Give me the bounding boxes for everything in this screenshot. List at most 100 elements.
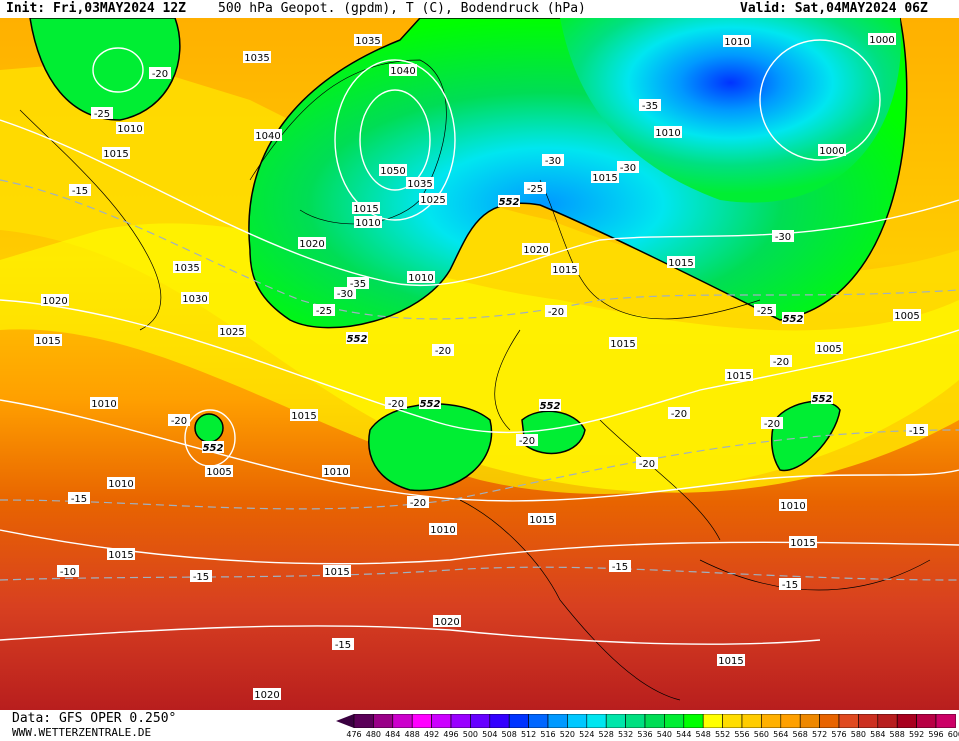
legend-tick-label: 548 [695, 730, 711, 739]
temperature-label: -25 [754, 304, 776, 317]
isobar-label: 1010 [107, 477, 135, 490]
isobars [0, 39, 959, 645]
valid-time: Valid: Sat,04MAY2024 06Z [740, 1, 928, 16]
svg-text:-20: -20 [671, 409, 687, 420]
legend-swatch [780, 714, 801, 728]
legend-swatch [411, 714, 432, 728]
isobar-label: 1015 [102, 147, 130, 160]
legend-swatch [605, 714, 626, 728]
init-time: Init: Fri,03MAY2024 12Z [6, 1, 187, 16]
legend-tick-label: 564 [773, 730, 789, 739]
isobar-label: 1025 [218, 325, 246, 338]
svg-text:1010: 1010 [117, 124, 142, 135]
geopotential-label: 552 [782, 312, 804, 325]
legend-swatch [741, 714, 762, 728]
svg-text:-20: -20 [639, 459, 655, 470]
svg-text:1010: 1010 [780, 501, 805, 512]
temperature-label: -20 [432, 344, 454, 357]
svg-text:-15: -15 [71, 494, 87, 505]
svg-text:1035: 1035 [355, 36, 380, 47]
geopotential-label: 552 [202, 441, 224, 454]
svg-text:-20: -20 [519, 436, 535, 447]
legend-swatch [799, 714, 820, 728]
svg-text:552: 552 [783, 314, 804, 325]
legend-arrow-left [336, 714, 354, 728]
legend-tick-label: 504 [482, 730, 498, 739]
svg-text:1015: 1015 [610, 339, 635, 350]
isobar-label: 1015 [528, 513, 556, 526]
legend-tick-label: 496 [443, 730, 459, 739]
svg-text:-30: -30 [337, 289, 353, 300]
isobar-label: 1050 [379, 164, 407, 177]
svg-text:1010: 1010 [724, 37, 749, 48]
isobar-label: 1035 [243, 51, 271, 64]
isobar-label: 1015 [789, 536, 817, 549]
svg-text:-20: -20 [773, 357, 789, 368]
isobar-label: 1015 [667, 256, 695, 269]
legend-tick-label: 572 [811, 730, 828, 739]
svg-text:1050: 1050 [380, 166, 405, 177]
svg-text:1015: 1015 [592, 173, 617, 184]
isobar-label: 1020 [522, 243, 550, 256]
legend-swatch [392, 714, 413, 728]
legend-swatch [625, 714, 646, 728]
svg-text:1015: 1015 [108, 550, 133, 561]
svg-text:1010: 1010 [355, 218, 380, 229]
svg-text:-35: -35 [350, 279, 366, 290]
isobar-label: 1010 [429, 523, 457, 536]
legend-tick-label: 508 [501, 730, 517, 739]
legend-tick-label: 552 [714, 730, 731, 739]
svg-text:1015: 1015 [324, 567, 349, 578]
svg-text:1000: 1000 [819, 146, 844, 157]
legend-swatch [450, 714, 471, 728]
isobar-label: 1005 [815, 342, 843, 355]
isobar-label: 1035 [354, 34, 382, 47]
geopotential-label: 552 [346, 332, 368, 345]
isobar-label: 1005 [893, 309, 921, 322]
svg-text:-10: -10 [60, 567, 76, 578]
temperature-label: -20 [407, 496, 429, 509]
legend-swatch [858, 714, 879, 728]
svg-text:552: 552 [347, 334, 368, 345]
legend-tick-label: 592 [908, 730, 925, 739]
svg-text:-25: -25 [527, 184, 543, 195]
isobar-label: 1010 [322, 465, 350, 478]
temperature-label: -30 [617, 161, 639, 174]
legend-swatch [508, 714, 529, 728]
isobar-label: 1010 [90, 397, 118, 410]
legend-tick-label: 584 [870, 730, 886, 739]
temperature-label: -30 [334, 287, 356, 300]
geopotential-label: 552 [498, 195, 520, 208]
legend-swatch [761, 714, 782, 728]
legend-swatch [819, 714, 840, 728]
isobar-label: 1000 [868, 33, 896, 46]
legend-tick-label: 556 [734, 730, 750, 739]
temperature-label: -35 [347, 277, 369, 290]
data-source: Data: GFS OPER 0.250° [12, 711, 177, 726]
temperature-label: -15 [779, 578, 801, 591]
legend-arrow-right [955, 714, 956, 728]
svg-text:-20: -20 [764, 419, 780, 430]
isobar-label: 1040 [254, 129, 282, 142]
temperature-label: -15 [69, 184, 91, 197]
geopotential-label: 552 [419, 397, 441, 410]
legend-tick-label: 540 [656, 730, 673, 739]
svg-text:1040: 1040 [255, 131, 280, 142]
legend-tick-label: 580 [850, 730, 867, 739]
isobar-label: 1015 [323, 565, 351, 578]
svg-text:-20: -20 [171, 416, 187, 427]
geopotential-label: 552 [811, 392, 833, 405]
svg-text:1010: 1010 [91, 399, 116, 410]
isobar-label: 1015 [609, 337, 637, 350]
isobar-label: 1035 [173, 261, 201, 274]
svg-text:1015: 1015 [529, 515, 554, 526]
isobar-label: 1015 [352, 202, 380, 215]
legend-swatch [431, 714, 452, 728]
isobar-label: 1020 [253, 688, 281, 701]
svg-text:1000: 1000 [869, 35, 894, 46]
color-legend [336, 714, 956, 728]
website: WWW.WETTERZENTRALE.DE [12, 726, 152, 739]
legend-tick-label: 516 [540, 730, 556, 739]
isobar-label: 1010 [116, 122, 144, 135]
svg-text:-20: -20 [410, 498, 426, 509]
